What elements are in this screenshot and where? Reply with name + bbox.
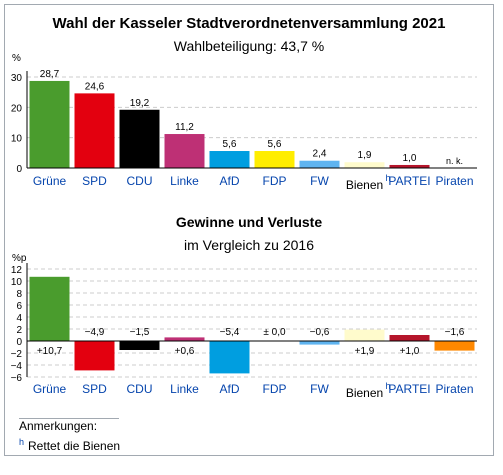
chart1-x-label: PARTEI (388, 174, 430, 188)
chart1-value-label: 1,9 (358, 150, 372, 161)
chart2-value-label: −4,9 (85, 327, 105, 338)
chart2-bar-cdu (119, 341, 160, 350)
chart1-x-label: Bienen (346, 178, 383, 192)
chart1-x-label: FW (310, 174, 329, 188)
chart2-x-label: CDU (127, 382, 153, 396)
chart2-value-label: +10,7 (37, 346, 63, 357)
chart2-x-label: AfD (219, 382, 239, 396)
chart2-subtitle: im Vergleich zu 2016 (184, 237, 314, 253)
chart1-y-tick-label: 20 (11, 103, 23, 114)
chart1-bar-cdu (119, 109, 160, 168)
chart1-y-tick-label: 30 (11, 73, 23, 84)
chart2-value-label: +0,6 (175, 346, 195, 357)
chart2-x-label: PARTEI (388, 382, 430, 396)
notes-text: Rettet die Bienen (28, 439, 121, 453)
chart2-y-tick-label: 12 (11, 265, 23, 276)
chart2-y-unit: %p (12, 253, 27, 264)
chart2-value-label: −1,6 (445, 327, 465, 338)
chart1-value-label: 28,7 (40, 69, 60, 80)
chart2-y-tick-label: 8 (16, 289, 22, 300)
chart2-bar-bienen (344, 329, 385, 341)
chart2-x-label: FW (310, 382, 329, 396)
chart1-x-label: AfD (219, 174, 239, 188)
chart2-bar-linke (164, 337, 205, 341)
chart2-y-tick-label: 10 (11, 277, 23, 288)
chart1-footnote-marker: h (386, 173, 391, 183)
chart1-value-label: 1,0 (403, 153, 417, 164)
chart2-value-label: +1,9 (355, 346, 375, 357)
notes-heading: Anmerkungen: (19, 419, 98, 433)
chart2-x-label: SPD (82, 382, 107, 396)
chart2-x-label: FDP (263, 382, 287, 396)
chart1-bar-spd (74, 93, 115, 168)
chart2-y-tick-label: 6 (16, 301, 22, 312)
chart2-x-label: Bienen (346, 386, 383, 400)
chart1-bar-grüne (29, 80, 70, 168)
chart1-value-label: 2,4 (313, 149, 327, 160)
chart2-y-tick-label: −6 (11, 373, 23, 384)
chart1-x-label: CDU (127, 174, 153, 188)
chart2-bar-grüne (29, 276, 70, 341)
chart2-y-tick-label: −4 (11, 361, 23, 372)
chart2-bar-spd (74, 341, 115, 371)
chart1-x-label: Grüne (33, 174, 67, 188)
chart2-bar-partei (389, 335, 430, 341)
notes-entry: h Rettet die Bienen (19, 437, 120, 453)
notes-section: Anmerkungen: h Rettet die Bienen (19, 418, 120, 453)
chart2-value-label: ± 0,0 (263, 327, 286, 338)
notes-marker: h (19, 437, 25, 447)
chart2-bar-piraten (434, 341, 475, 351)
chart2-value-label: +1,0 (400, 346, 420, 357)
chart1-title: Wahl der Kasseler Stadtverordnetenversam… (53, 15, 446, 32)
chart1-subtitle: Wahlbeteiligung: 43,7 % (174, 38, 324, 54)
chart1-y-tick-label: 0 (16, 164, 22, 175)
chart1-y-tick-label: 10 (11, 134, 23, 145)
chart2-y-tick-label: −2 (11, 349, 23, 360)
notes-divider (19, 418, 119, 419)
chart2-footnote-marker: h (386, 381, 391, 391)
chart2-y-tick-label: 0 (16, 337, 22, 348)
chart2-x-label: Grüne (33, 382, 67, 396)
chart1-bar-fdp (254, 151, 295, 168)
chart1-x-label: Piraten (435, 174, 473, 188)
chart1-value-label: 11,2 (175, 122, 194, 133)
chart2-value-label: −0,6 (310, 327, 330, 338)
chart1-y-unit: % (12, 53, 21, 64)
chart2-y-tick-label: 2 (16, 325, 22, 336)
chart1-bar-fw (299, 160, 340, 168)
chart2-x-label: Linke (170, 382, 199, 396)
election-chart-svg: Wahl der Kasseler Stadtverordnetenversam… (11, 15, 477, 400)
chart1-bar-partei (389, 164, 430, 168)
chart2-value-label: −5,4 (220, 327, 240, 338)
chart-frame: Wahl der Kasseler Stadtverordnetenversam… (4, 4, 494, 456)
chart1-x-label: Linke (170, 174, 199, 188)
chart2-y-tick-label: 4 (16, 313, 22, 324)
chart2-value-label: −1,5 (130, 327, 150, 338)
chart1-value-label: n. k. (446, 156, 463, 166)
chart2-bar-afd (209, 341, 250, 374)
chart2-x-label: Piraten (435, 382, 473, 396)
chart2-title: Gewinne und Verluste (176, 214, 322, 230)
chart1-x-label: SPD (82, 174, 107, 188)
chart1-value-label: 5,6 (223, 139, 237, 150)
chart1-bar-linke (164, 134, 205, 168)
chart2-bar-fw (299, 341, 340, 345)
chart1-bar-afd (209, 151, 250, 168)
chart1-value-label: 5,6 (268, 139, 282, 150)
chart1-bar-bienen (344, 162, 385, 168)
chart1-x-label: FDP (263, 174, 287, 188)
chart1-value-label: 19,2 (130, 98, 150, 109)
chart1-value-label: 24,6 (85, 81, 105, 92)
